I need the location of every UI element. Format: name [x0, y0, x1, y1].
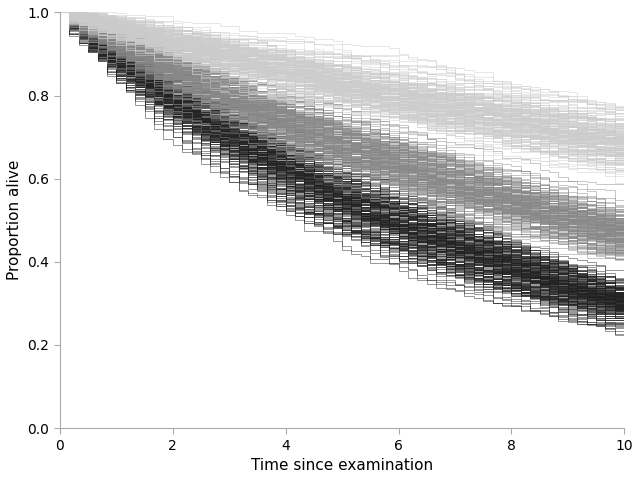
Y-axis label: Proportion alive: Proportion alive — [7, 160, 22, 280]
X-axis label: Time since examination: Time since examination — [251, 458, 433, 473]
